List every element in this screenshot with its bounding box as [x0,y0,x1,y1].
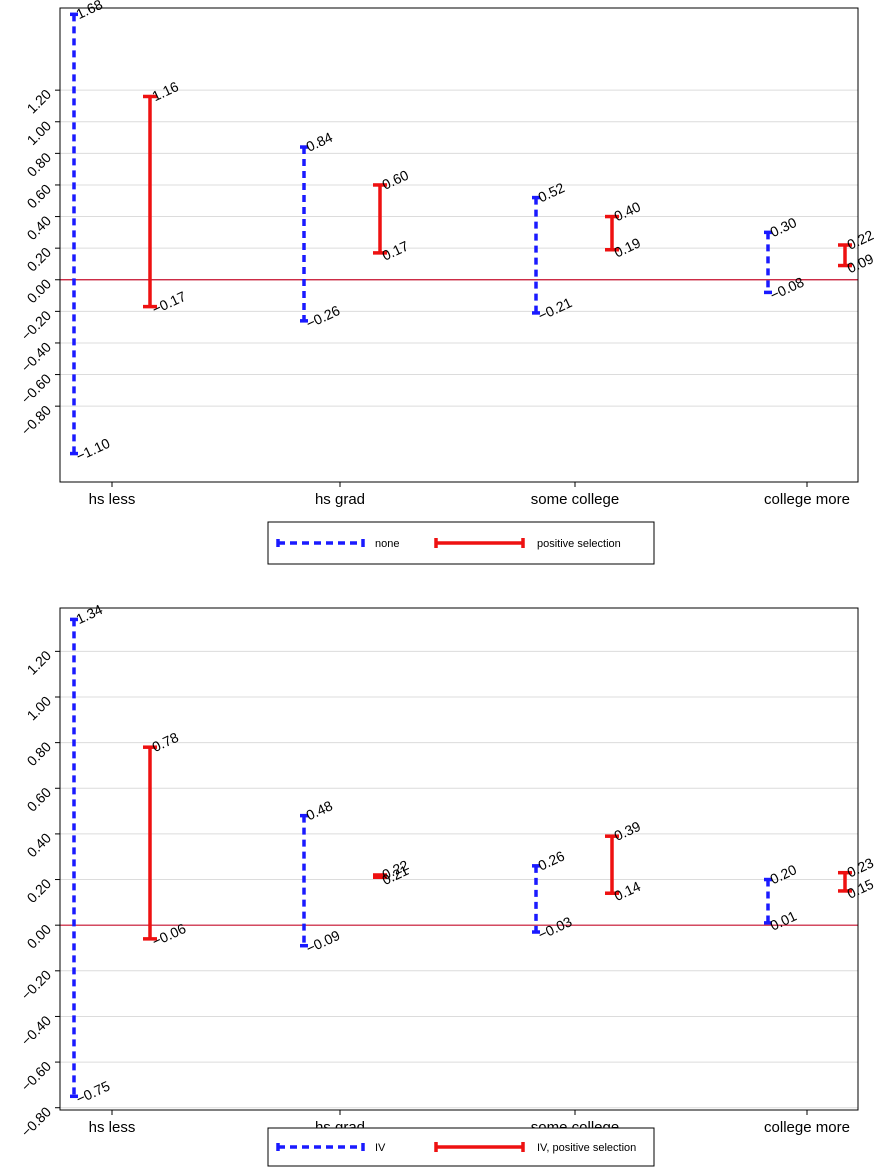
data-label-low: −0.17 [150,288,189,318]
y-tick-label: −0.60 [18,1058,55,1095]
data-label-high: 0.60 [380,167,412,193]
y-tick-label: 1.20 [24,86,55,117]
category-label: hs less [89,1119,136,1136]
category-label: college more [764,1119,850,1136]
data-label-high: 0.20 [768,861,800,887]
data-label-low: 0.09 [845,250,877,276]
data-label-high: 0.52 [536,179,568,205]
data-label-low: −0.09 [304,927,343,957]
legend-label: none [375,538,399,550]
data-label-high: 0.48 [304,797,336,823]
y-tick-label: 0.80 [24,149,55,180]
data-label-low: −0.21 [536,294,575,324]
data-label-low: 0.17 [380,238,412,264]
y-tick-label: −0.20 [18,966,55,1003]
y-tick-label: 0.20 [24,244,55,275]
y-tick-label: −0.40 [18,339,55,376]
category-label: hs grad [315,491,365,508]
data-label-low: 0.14 [612,878,644,904]
legend-label: IV [375,1142,386,1154]
data-label-high: 0.39 [612,818,644,844]
data-label-high: 0.78 [150,729,182,755]
data-label-low: −0.26 [304,302,343,332]
data-label-high: 0.22 [845,227,877,253]
category-label: hs less [89,491,136,508]
bottom-chart-panel: −0.80 −0.60 −0.40 −0.20 0.00 0.20 0.40 0.60 0.80… [18,601,877,1167]
y-tick-label: 0.40 [24,212,55,243]
data-label-high: 0.26 [536,847,568,873]
y-tick-label: 1.20 [24,647,55,678]
data-label-low: −0.06 [150,920,189,950]
y-tick-label: −0.60 [18,370,55,407]
data-label-high: 1.68 [74,0,106,22]
legend-label: positive selection [537,538,621,550]
data-label-high: 0.84 [304,129,336,155]
data-label-low: −0.75 [74,1077,113,1107]
category-label: some college [531,491,619,508]
plot-frame [59,7,859,483]
plot-frame [59,607,859,1111]
data-label-low: 0.19 [612,234,644,260]
data-label-high: 1.16 [150,78,182,104]
data-label-low: −1.10 [74,435,113,465]
y-tick-label: 0.00 [24,921,55,952]
y-tick-label: 0.40 [24,830,55,861]
y-tick-label: 0.60 [24,181,55,212]
legend-label: IV, positive selection [537,1142,636,1154]
y-tick-label: 0.80 [24,738,55,769]
y-tick-label: −0.80 [18,1103,55,1140]
data-label-low: −0.03 [536,913,575,943]
data-label-high: 0.23 [845,854,877,880]
data-label-low: −0.08 [768,274,807,304]
y-tick-label: 1.00 [24,693,55,724]
y-tick-label: −0.40 [18,1012,55,1049]
y-tick-label: 0.20 [24,875,55,906]
y-tick-label: −0.20 [18,307,55,344]
data-label-low: 0.01 [768,908,800,934]
data-label-high: 0.30 [768,214,800,240]
data-label-high: 1.34 [74,601,106,627]
y-tick-label: 0.00 [24,275,55,306]
data-label-high: 0.40 [612,198,644,224]
y-tick-label: −0.80 [18,402,55,439]
y-tick-label: 0.60 [24,784,55,815]
y-tick-label: 1.00 [24,117,55,148]
top-chart-panel: −0.80−0.60−0.40−0.200.000.200.400.600.80… [18,0,877,565]
category-label: college more [764,491,850,508]
